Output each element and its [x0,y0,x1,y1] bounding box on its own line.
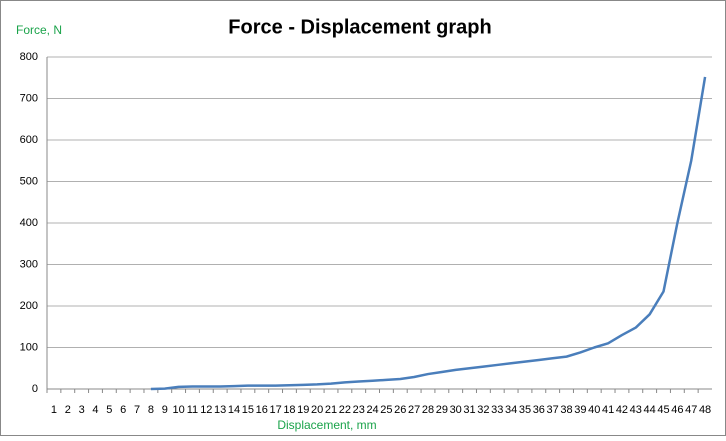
x-tick-label: 16 [256,404,268,416]
x-tick-label: 44 [644,404,656,416]
x-tick-label: 1 [51,404,57,416]
x-tick-label: 29 [436,404,448,416]
x-tick-label: 28 [422,404,434,416]
x-tick-label: 17 [269,404,281,416]
x-tick-label: 43 [630,404,642,416]
y-tick-label: 200 [20,300,38,312]
x-tick-label: 23 [353,404,365,416]
x-tick-label: 34 [505,404,517,416]
x-tick-label: 47 [685,404,697,416]
x-tick-label: 33 [491,404,503,416]
x-tick-label: 19 [297,404,309,416]
x-tick-label: 35 [519,404,531,416]
y-tick-label: 0 [32,383,38,395]
x-axis-label: Displacement, mm [277,418,376,432]
x-tick-label: 18 [283,404,295,416]
y-tick-label: 100 [20,341,38,353]
x-tick-label: 12 [200,404,212,416]
line-series [150,76,707,391]
x-tick-label: 46 [671,404,683,416]
x-tick-label: 31 [463,404,475,416]
x-tick-label: 40 [588,404,600,416]
x-tick-label: 9 [162,404,168,416]
y-axis-label: Force, N [16,23,62,37]
x-tick-label: 25 [380,404,392,416]
x-tick-label: 27 [408,404,420,416]
x-tick-label: 21 [325,404,337,416]
x-tick-label: 13 [214,404,226,416]
y-tick-label: 400 [20,217,38,229]
x-tick-label: 39 [574,404,586,416]
x-tick-label: 26 [394,404,406,416]
x-tick-label: 2 [65,404,71,416]
x-tick-label: 37 [547,404,559,416]
x-tick-label: 22 [339,404,351,416]
x-tick-label: 3 [79,404,85,416]
x-tick-label: 7 [134,404,140,416]
x-tick-label: 8 [148,404,154,416]
y-tick-label: 500 [20,175,38,187]
x-tick-label: 11 [187,404,198,416]
x-tick-label: 4 [92,404,98,416]
y-tick-label: 600 [20,134,38,146]
x-tick-label: 5 [106,404,112,416]
x-tick-label: 38 [560,404,572,416]
y-tick-label: 800 [20,51,38,63]
x-tick-label: 15 [242,404,254,416]
x-tick-label: 30 [450,404,462,416]
x-tick-label: 42 [616,404,628,416]
x-tick-label: 24 [366,404,378,416]
x-tick-label: 36 [533,404,545,416]
x-tick-label: 32 [477,404,489,416]
x-tick-label: 20 [311,404,323,416]
chart-title: Force - Displacement graph [228,16,491,38]
x-tick-label: 14 [228,404,240,416]
x-tick-label: 45 [657,404,669,416]
x-tick-label: 41 [602,404,614,416]
y-tick-label: 700 [20,92,38,104]
x-tick-label: 48 [699,404,711,416]
y-tick-label: 300 [20,258,38,270]
x-tick-label: 6 [120,404,126,416]
x-tick-label: 10 [172,404,184,416]
